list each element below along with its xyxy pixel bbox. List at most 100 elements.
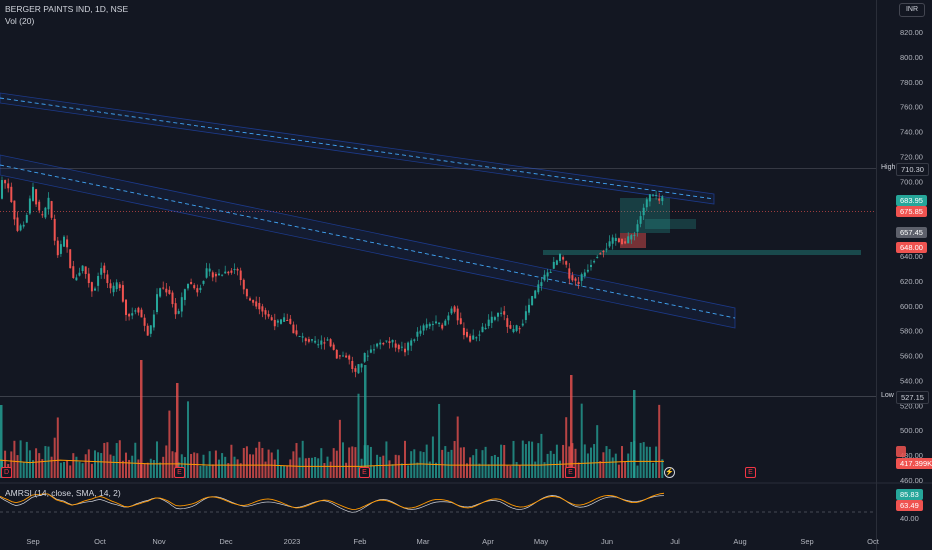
volume-bar — [180, 454, 183, 478]
volume-bar — [323, 463, 326, 478]
volume-bar — [562, 444, 565, 478]
volume-bar — [193, 452, 196, 478]
candle-body — [342, 355, 344, 357]
candle-body — [156, 294, 158, 313]
volume-bar — [311, 457, 313, 478]
candle-body — [357, 364, 360, 374]
volume-bar — [509, 465, 512, 478]
volume-bar — [283, 465, 286, 478]
high-label: High — [878, 163, 899, 173]
candle-body — [159, 288, 162, 297]
volume-bar — [211, 464, 214, 478]
candle-body — [146, 325, 149, 336]
volume-bar — [490, 456, 493, 478]
volume-bar — [416, 462, 419, 478]
volume-bar — [78, 461, 81, 478]
candle-body — [307, 339, 310, 342]
volume-bar — [131, 455, 134, 478]
price-tick-10: 620.00 — [900, 277, 923, 286]
candle-body — [115, 282, 118, 290]
channel-lower-mid — [0, 164, 736, 319]
candle-body — [109, 283, 112, 289]
time-tick-1: Oct — [94, 537, 107, 546]
candle-body — [69, 249, 72, 269]
volume-bar — [25, 441, 28, 478]
dividend-marker[interactable]: D — [1, 467, 12, 478]
flash-icon[interactable]: ⚡ — [664, 467, 675, 478]
candle-body — [354, 368, 357, 372]
candle-body — [521, 323, 524, 326]
volume-bar — [137, 459, 140, 478]
volume-bar — [152, 460, 155, 478]
candle-body — [131, 313, 134, 316]
earnings-marker-1[interactable]: E — [174, 467, 185, 478]
volume-bar — [577, 462, 580, 478]
candle-body — [100, 268, 103, 275]
volume-bar — [342, 442, 344, 478]
candle-body — [165, 288, 168, 293]
candle-body — [534, 290, 537, 299]
candle-body — [509, 325, 512, 329]
candle-body — [462, 327, 465, 336]
candle-body — [202, 280, 205, 284]
candle-body — [221, 274, 224, 276]
volume-bar — [50, 456, 53, 478]
volume-spike-4 — [570, 375, 573, 478]
volume-bar — [298, 457, 301, 478]
candle-body — [193, 285, 196, 289]
volume-bar — [559, 460, 561, 478]
candle-body — [369, 349, 372, 353]
volume-bar — [242, 447, 245, 478]
volume-bar — [202, 454, 205, 478]
volume-bar — [106, 442, 109, 478]
volume-bar — [586, 453, 589, 478]
volume-bar — [165, 445, 168, 478]
volume-bar — [317, 458, 320, 478]
price-tick-18: 460.00 — [900, 476, 923, 485]
candle-body — [363, 353, 366, 362]
candle-body — [323, 342, 326, 344]
time-tick-13: Oct — [867, 537, 880, 546]
candle-body — [500, 312, 503, 314]
earnings-marker-2[interactable]: E — [359, 467, 370, 478]
volume-bar — [109, 454, 112, 478]
candle-body — [627, 236, 630, 244]
time-tick-3: Dec — [219, 537, 233, 546]
candle-body — [106, 274, 109, 284]
candle-body — [562, 257, 565, 260]
candle-body — [227, 271, 230, 274]
volume-bar — [301, 440, 304, 478]
earnings-marker-4[interactable]: E — [745, 467, 756, 478]
volume-bar — [87, 449, 90, 478]
earnings-marker-3[interactable]: E — [565, 467, 576, 478]
volume-bar — [53, 437, 56, 478]
volume-bar — [307, 457, 310, 478]
currency-button[interactable]: INR — [899, 3, 925, 17]
candle-body — [4, 180, 7, 184]
volume-bar — [335, 450, 338, 478]
candle-body — [273, 319, 276, 327]
volume-bar — [276, 449, 279, 478]
volume-bar — [481, 450, 484, 478]
candle-body — [7, 183, 10, 189]
volume-bar — [593, 444, 596, 478]
volume-bar — [286, 465, 289, 478]
volume-bar — [162, 456, 165, 478]
candle-body — [314, 340, 317, 343]
volume-bar — [218, 459, 220, 478]
channel-lower — [0, 154, 736, 329]
volume-bar — [35, 448, 38, 478]
candle-body — [596, 256, 599, 258]
volume-bar — [661, 459, 664, 478]
time-tick-8: May — [534, 537, 548, 546]
candle-body — [255, 301, 258, 307]
volume-bar — [397, 455, 400, 478]
candle-body — [261, 306, 264, 312]
volume-bar — [214, 450, 217, 478]
volume-bar — [264, 461, 267, 478]
volume-bar — [435, 462, 437, 478]
volume-bar — [295, 443, 298, 478]
volume-bar — [540, 433, 543, 478]
candle-body — [224, 271, 227, 274]
